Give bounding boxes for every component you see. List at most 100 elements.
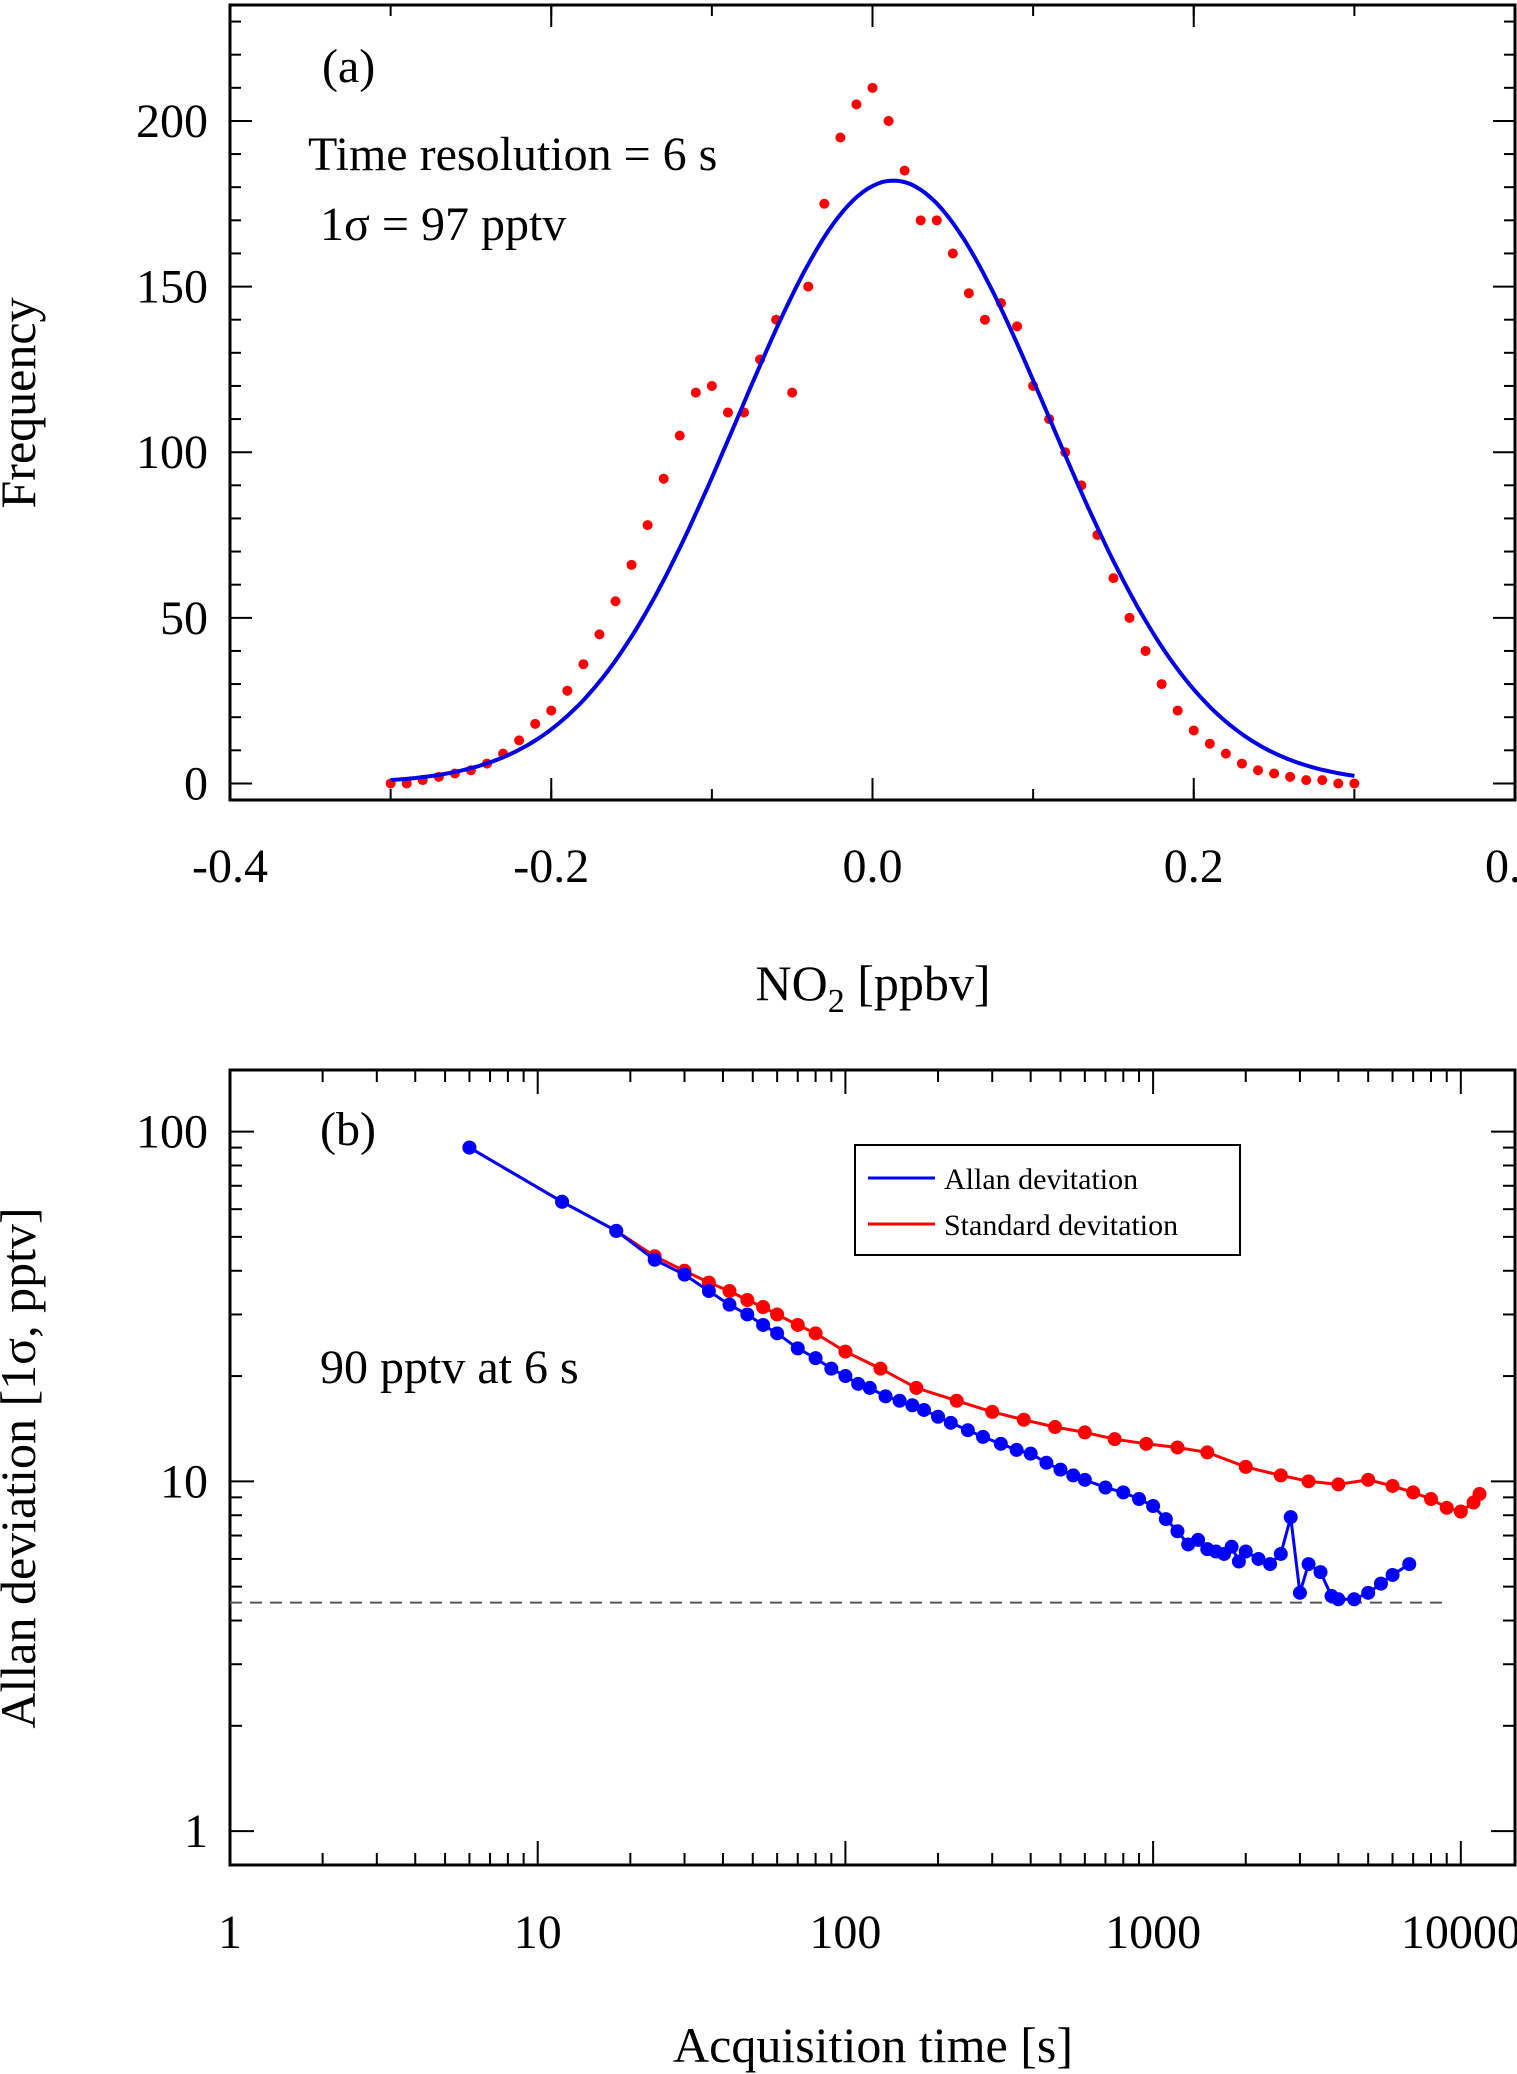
standard-deviation-point (1200, 1445, 1215, 1460)
allan-deviation-point (555, 1194, 570, 1209)
standard-deviation-point (1016, 1412, 1031, 1427)
legend-label-allan: Allan devitation (944, 1163, 1138, 1196)
histogram-point (947, 248, 958, 259)
histogram-point (562, 685, 573, 696)
allan-deviation-point (1373, 1576, 1388, 1591)
standard-deviation-point (1107, 1432, 1122, 1447)
allan-deviation-point (808, 1351, 823, 1366)
y-tick-label: 100 (136, 1106, 208, 1159)
allan-deviation-point (851, 1376, 866, 1391)
x-tick-label: 100 (809, 1906, 881, 1959)
allan-deviation-point (1191, 1532, 1206, 1547)
histogram-point (530, 718, 541, 729)
standard-deviation-point (1301, 1474, 1316, 1489)
standard-deviation-point (1423, 1492, 1438, 1507)
allan-deviation-point (1273, 1546, 1288, 1561)
histogram-point (1124, 612, 1135, 623)
allan-deviation-point (609, 1223, 624, 1238)
histogram-point (1301, 775, 1312, 786)
y-tick-label: 100 (136, 426, 208, 479)
panel-a-x-tick-labels: -0.4 -0.2 0.0 0.2 0.4 (192, 840, 1517, 893)
histogram-point (979, 314, 990, 325)
allan-deviation-point (1292, 1585, 1307, 1600)
histogram-point (594, 629, 605, 640)
allan-deviation-point (462, 1140, 477, 1155)
allan-deviation-point (1283, 1510, 1298, 1525)
standard-deviation-point (1385, 1478, 1400, 1493)
allan-deviation-point (1361, 1585, 1376, 1600)
allan-deviation-point (1158, 1512, 1173, 1527)
panel-b-allan-deviation: 1 10 100 1000 10000 1 10 100 (b) 90 pptv at 6 … (0, 1068, 1517, 2073)
allan-deviation-point (677, 1267, 692, 1282)
histogram-point (1188, 725, 1199, 736)
histogram-point (1253, 765, 1263, 776)
allan-deviation-point (701, 1284, 716, 1299)
panel-b-x-ticks (229, 1070, 1462, 1865)
allan-deviation-point (1023, 1446, 1038, 1461)
x-tick-label: 10000 (1401, 1906, 1517, 1959)
histogram-point (690, 387, 701, 398)
standard-deviation-point (1361, 1472, 1376, 1487)
standard-deviation-point (1139, 1436, 1154, 1451)
y-tick-label: 50 (160, 592, 208, 645)
allan-deviation-point (824, 1361, 839, 1376)
histogram-point (1333, 778, 1344, 789)
histogram-point (1236, 758, 1247, 769)
allan-deviation-point (722, 1297, 737, 1312)
allan-deviation-point (1301, 1557, 1316, 1572)
panel-a-gaussian-fit-line (390, 178, 1355, 783)
allan-deviation-point (1263, 1557, 1278, 1572)
standard-deviation-point (873, 1361, 888, 1376)
allan-deviation-point (770, 1326, 785, 1341)
panel-a-x-axis-title: NO2 [ppbv] (755, 955, 990, 1020)
histogram-point (1156, 679, 1167, 690)
histogram-point (915, 215, 926, 226)
allan-deviation-point (740, 1307, 755, 1322)
allan-deviation-point (1053, 1462, 1068, 1477)
allan-deviation-point (1146, 1499, 1161, 1514)
panel-a-y-axis-title: Frequency (0, 297, 46, 508)
y-tick-label: 200 (136, 95, 208, 148)
allan-deviation-point (1009, 1442, 1024, 1457)
histogram-point (899, 165, 910, 176)
allan-deviation-point (1066, 1468, 1081, 1483)
histogram-point (1108, 573, 1119, 584)
allan-deviation-point (1170, 1524, 1185, 1539)
panel-a-annotation-time-resolution: Time resolution = 6 s (308, 128, 717, 181)
histogram-point (1204, 738, 1215, 749)
panel-b-legend: Allan devitation Standard devitation (854, 1144, 1241, 1256)
allan-deviation-point (838, 1369, 853, 1384)
histogram-point (931, 215, 942, 226)
histogram-point (642, 520, 653, 531)
histogram-point (514, 735, 525, 746)
allan-deviation-point (1039, 1455, 1054, 1470)
histogram-point (674, 430, 685, 441)
standard-deviation-point (1238, 1459, 1253, 1474)
histogram-point (1172, 705, 1183, 716)
standard-deviation-point (1472, 1487, 1487, 1502)
panel-a-y-ticks (230, 20, 1515, 785)
panel-a-label: (a) (322, 40, 375, 93)
histogram-point (1317, 775, 1328, 786)
standard-deviation-point (1048, 1420, 1063, 1435)
standard-deviation-point (949, 1393, 964, 1408)
histogram-point (546, 705, 557, 716)
histogram-point (706, 380, 717, 391)
standard-deviation-point (1170, 1440, 1185, 1455)
allan-deviation-point (892, 1393, 907, 1408)
y-tick-label: 150 (136, 261, 208, 314)
x-tick-label: 0.4 (1485, 840, 1517, 893)
standard-deviation-point (985, 1404, 1000, 1419)
histogram-point (787, 387, 798, 398)
histogram-point (1285, 771, 1296, 782)
x-tick-label: -0.4 (192, 840, 268, 893)
allan-deviation-point (1077, 1472, 1092, 1487)
histogram-point (626, 559, 637, 570)
panel-b-label: (b) (320, 1103, 376, 1156)
histogram-point (722, 407, 733, 418)
standard-deviation-point (740, 1292, 755, 1307)
standard-deviation-point (1439, 1500, 1454, 1515)
panel-b-plot-frame (228, 1068, 1517, 1867)
allan-deviation-point (1313, 1565, 1328, 1580)
x-tick-label: 1 (218, 1906, 242, 1959)
